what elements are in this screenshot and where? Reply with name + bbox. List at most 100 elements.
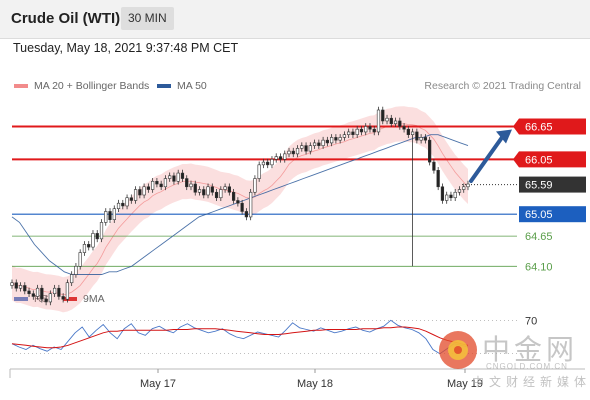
candle-body	[121, 202, 125, 207]
candle-body	[410, 131, 415, 135]
price-level-box-65-59	[519, 176, 586, 193]
candle-body	[351, 131, 355, 135]
rsi-swatch	[14, 297, 28, 302]
candle-body	[415, 131, 419, 141]
candle-body	[112, 208, 116, 220]
candle-body	[359, 128, 364, 133]
candle-body	[270, 159, 274, 166]
price-level-label-64-10: 64.10	[525, 261, 553, 273]
candle-body	[74, 265, 78, 275]
timeframe-badge[interactable]: 30 MIN	[121, 7, 174, 30]
rsi-ma-line	[11, 326, 469, 349]
candle-body	[61, 296, 65, 300]
candle-body	[334, 137, 338, 141]
price-level-box-66-05	[513, 151, 586, 168]
candle-body	[138, 189, 142, 196]
candle-body	[185, 178, 189, 188]
candle-body	[44, 298, 48, 303]
candle-body	[193, 183, 197, 193]
candle-body	[223, 186, 227, 190]
x-axis-tick-label: May 19	[447, 378, 483, 390]
candle-body	[240, 202, 244, 212]
candle-body	[445, 194, 449, 201]
candle-body	[342, 134, 347, 138]
candle-body	[172, 175, 176, 182]
candle-body	[57, 287, 61, 297]
candle-body	[197, 189, 202, 193]
candle-body	[91, 233, 95, 248]
candle-body	[338, 137, 342, 141]
candle-body	[116, 202, 121, 210]
candle-body	[146, 186, 150, 190]
candle-body	[419, 137, 423, 141]
candle-body	[274, 156, 278, 160]
legend-rsi-ma-label: 9MA	[83, 293, 105, 305]
candle-body	[176, 172, 180, 182]
watermark-en: CNGOLD.COM.CN	[486, 362, 568, 371]
legend-bollinger: MA 20 + Bollinger Bands	[14, 80, 149, 92]
rsi-line	[11, 319, 469, 355]
candle-body	[253, 178, 257, 193]
candle-body	[466, 183, 470, 188]
candle-body	[385, 117, 389, 122]
forecast-arrow-shaft	[469, 135, 504, 184]
candle-body	[406, 128, 410, 135]
candle-body	[244, 211, 249, 218]
candle-body	[453, 191, 457, 199]
candle-body	[449, 194, 453, 199]
candle-body	[95, 233, 99, 240]
candle-body	[312, 142, 317, 146]
candle-body	[219, 189, 223, 199]
candle-body	[133, 189, 138, 201]
candle-body	[330, 137, 334, 144]
research-credit: Research © 2021 Trading Central	[424, 80, 581, 92]
candle-body	[78, 252, 82, 267]
cngold-logo-icon	[439, 331, 477, 369]
candle-body	[423, 137, 428, 141]
candle-body	[266, 161, 270, 166]
price-level-label-65-59: 65.59	[525, 180, 553, 192]
candle-body	[317, 142, 321, 146]
instrument-title: Crude Oil (WTI)	[11, 10, 121, 27]
candle-body	[48, 293, 52, 303]
candle-body	[457, 189, 462, 193]
candle-body	[206, 186, 210, 196]
candle-body	[27, 290, 31, 295]
candle-body	[142, 186, 146, 196]
candle-body	[325, 139, 329, 144]
candle-body	[40, 287, 44, 300]
candle-body	[70, 274, 74, 284]
candle-body	[283, 153, 287, 160]
candle-body	[189, 183, 193, 188]
candle-body	[432, 161, 436, 171]
candle-body	[18, 285, 23, 289]
candle-body	[163, 178, 168, 188]
candle-body	[155, 180, 159, 185]
candle-body	[287, 150, 291, 155]
candle-body	[227, 186, 231, 193]
candle-body	[210, 186, 214, 193]
candle-body	[87, 244, 91, 248]
legend-ma50: MA 50	[157, 80, 207, 92]
bollinger-band	[12, 106, 468, 313]
candle-body	[10, 282, 14, 286]
legend-rsi-ma: 9MA	[63, 293, 105, 305]
bollinger-mid-line	[11, 123, 469, 296]
candle-body	[65, 282, 70, 300]
candle-body	[291, 150, 295, 155]
chart-datetime: Tuesday, May 18, 2021 9:37:48 PM CET	[13, 41, 239, 55]
candle-body	[440, 186, 445, 201]
candle-body	[304, 145, 308, 152]
rsi-tick-label: 70	[525, 315, 537, 327]
price-level-box-66-65	[513, 118, 586, 135]
candle-body	[104, 211, 108, 223]
candle-body	[295, 148, 300, 155]
candle-body	[428, 139, 432, 163]
watermark-cn: 中金网	[482, 333, 579, 366]
candle-body	[381, 109, 385, 122]
candle-body	[202, 189, 206, 196]
candle-body	[462, 186, 466, 190]
candle-body	[257, 164, 261, 179]
ma50-swatch	[157, 84, 171, 89]
